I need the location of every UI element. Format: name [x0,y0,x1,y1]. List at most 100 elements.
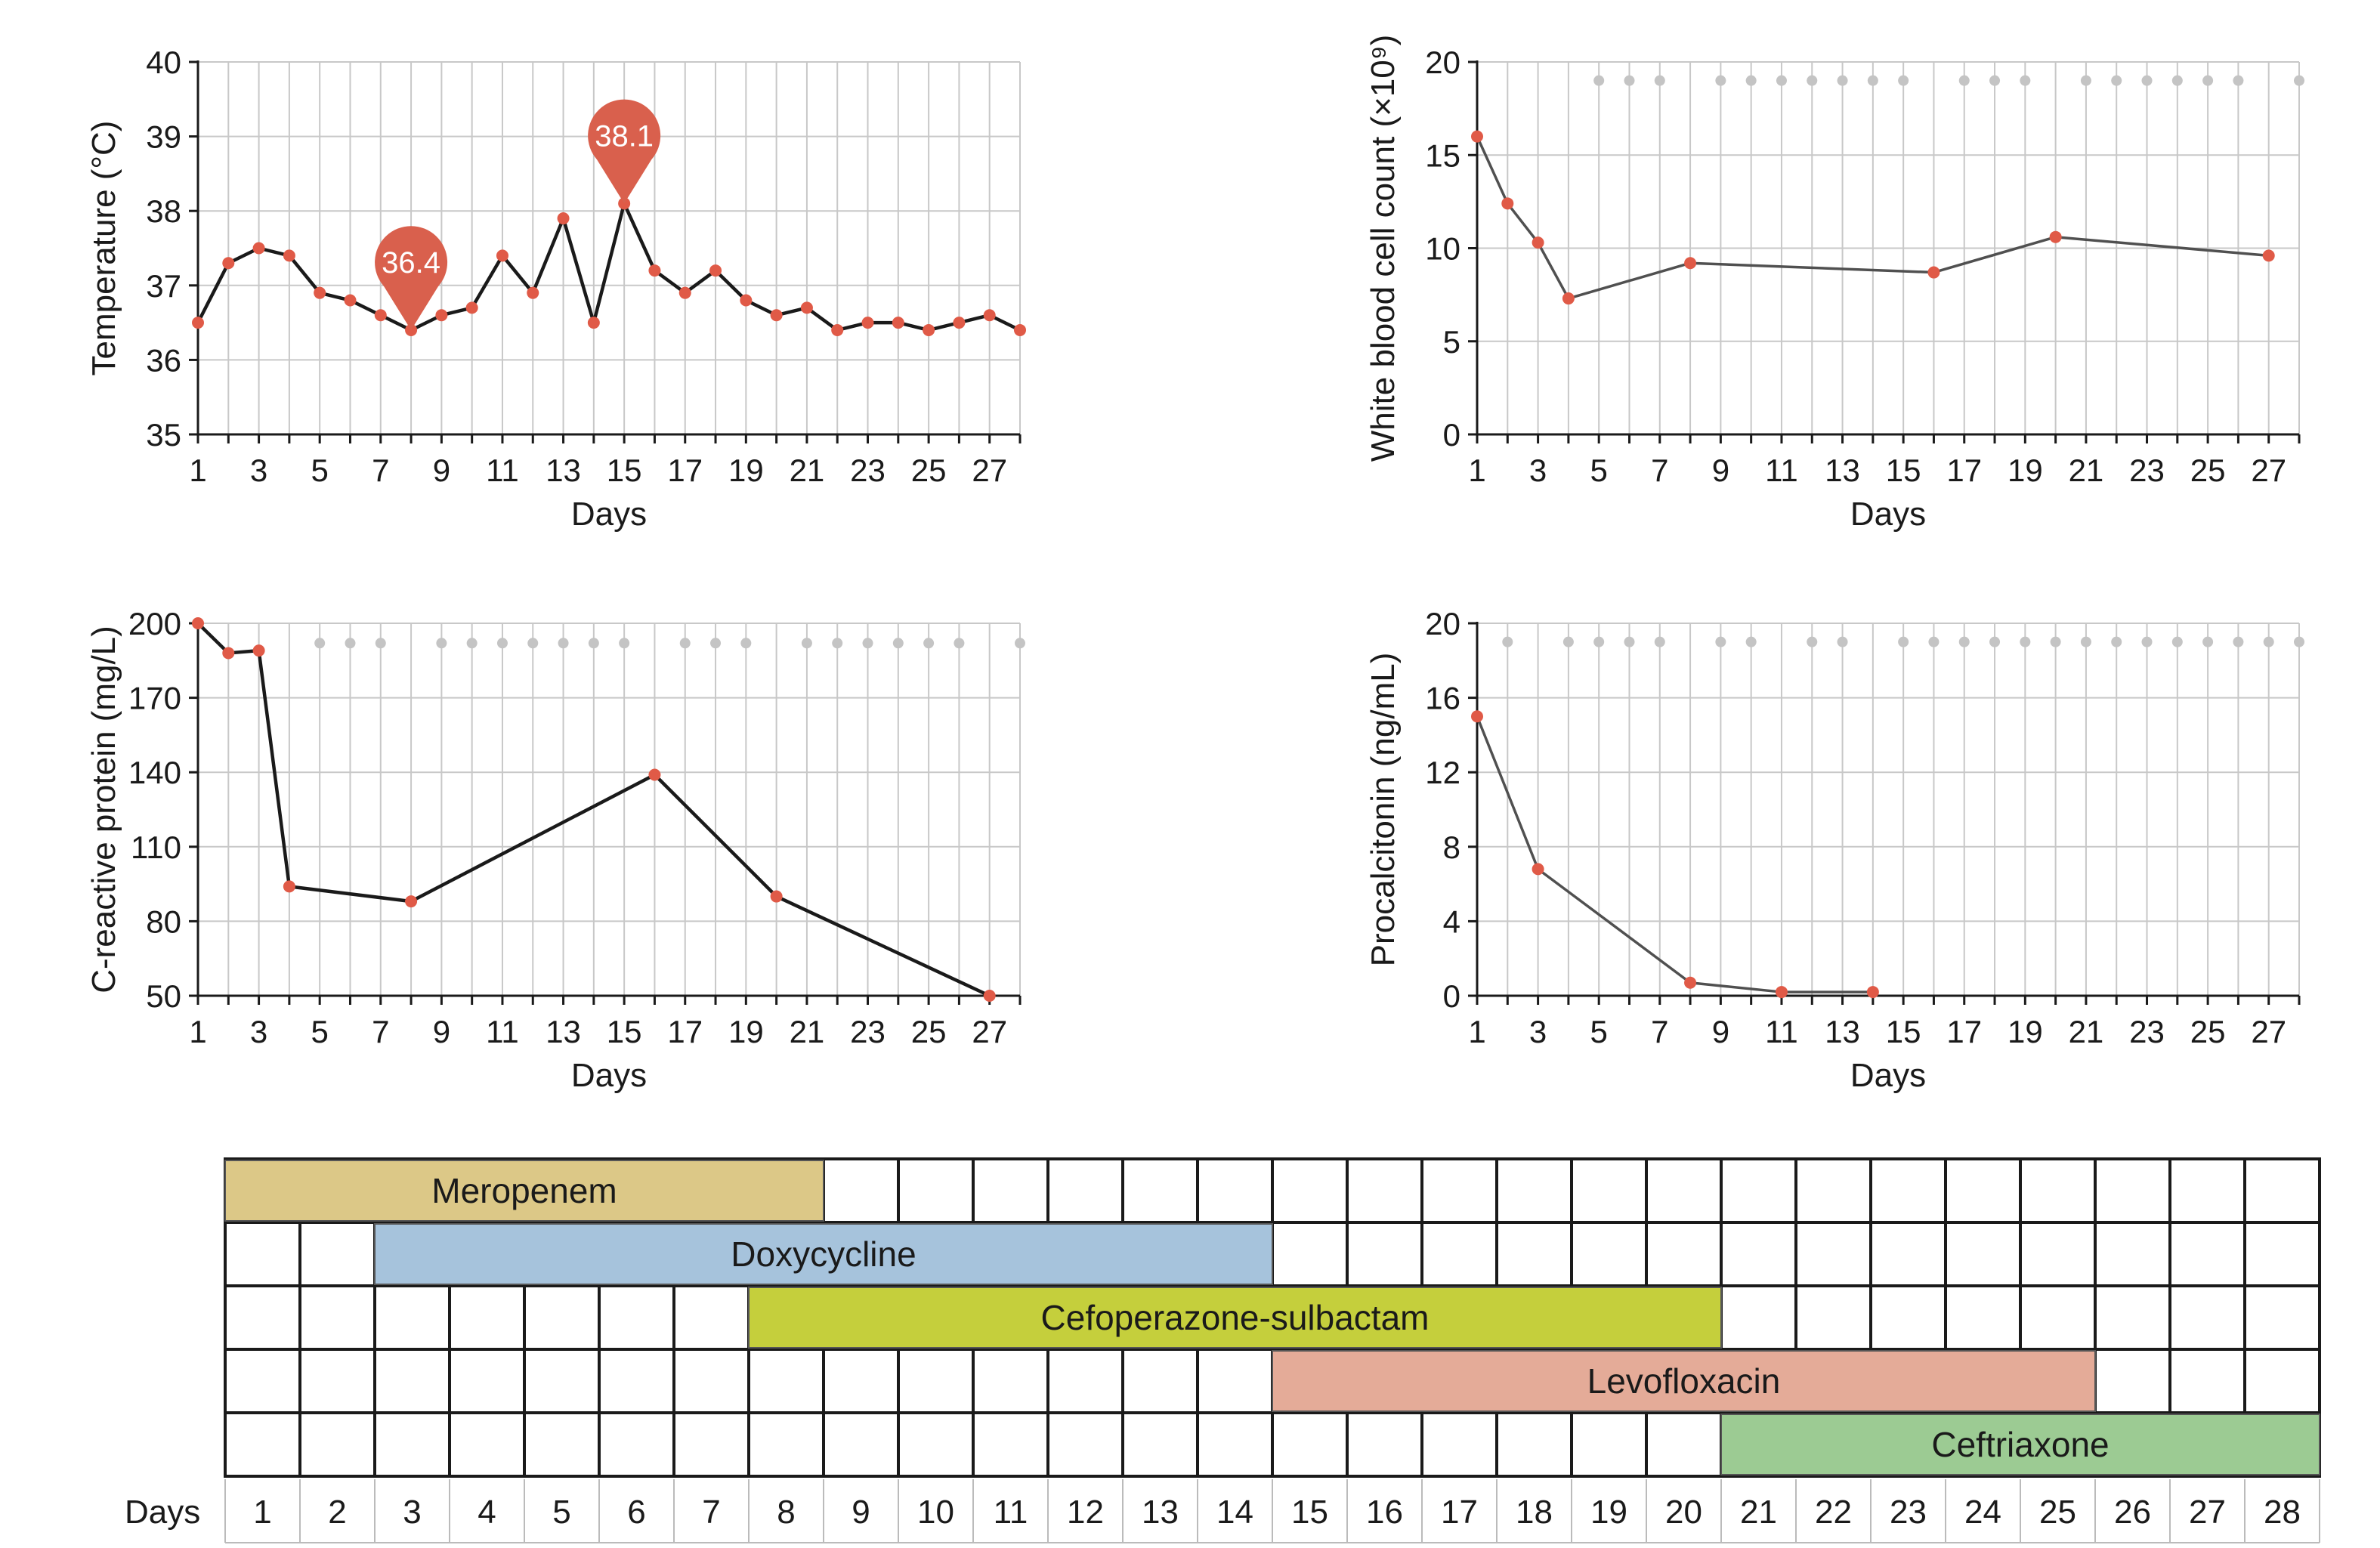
y-axis-label: Procalcitonin (ng/mL) [1365,653,1402,967]
drug-bar [224,1160,824,1222]
timeline-cell [1121,1348,1199,1414]
drug-name: Doxycycline [731,1234,916,1274]
gray-day-marker [1898,75,1909,86]
y-tick-label: 110 [131,830,181,865]
timeline-cell [2094,1284,2171,1351]
x-tick-label: 7 [1651,453,1668,488]
day-number: 26 [2114,1494,2151,1531]
drug-name: Meropenem [431,1171,617,1210]
x-tick-label: 7 [372,1014,389,1049]
timeline-cell [747,1411,825,1478]
y-tick-label: 37 [146,268,181,304]
timeline-cell [747,1348,825,1414]
timeline-cell [298,1348,376,1414]
day-number: 6 [627,1494,645,1531]
timeline-cell [972,1411,1049,1478]
timeline-cell [448,1411,526,1478]
timeline-cell [1794,1284,1872,1351]
data-point [192,317,204,329]
day-number: 10 [917,1494,954,1531]
timeline-cell [897,1411,975,1478]
data-point [709,264,722,277]
gray-day-marker [436,638,447,649]
x-tick-label: 23 [850,1014,886,1049]
data-point [861,317,874,329]
x-tick-label: 11 [1765,453,1798,488]
timeline-cell [1196,1157,1274,1224]
gray-day-marker [588,638,599,649]
timeline-cell [822,1411,900,1478]
timeline-cell [523,1411,601,1478]
data-point [527,286,539,299]
gray-day-marker [862,638,873,649]
series-line [1476,135,2269,300]
callout-label: 38.1 [595,119,654,153]
gray-day-marker [1837,75,1848,86]
timeline-cell [672,1348,750,1414]
gray-day-marker [1624,75,1635,86]
drug-bar [1272,1350,2096,1412]
x-tick-label: 15 [607,453,642,488]
data-point [983,309,996,322]
timeline-cell [373,1348,451,1414]
x-tick-label: 9 [1712,1014,1729,1049]
gray-day-marker [954,638,965,649]
data-point [1014,323,1026,336]
day-number: 7 [702,1494,720,1531]
data-point [314,286,326,299]
data-point [770,309,783,322]
day-number: 13 [1142,1494,1179,1531]
timeline-cell [1346,1411,1423,1478]
series-line [1476,715,1873,993]
timeline-cell [224,1284,301,1351]
timeline-cell [373,1411,451,1478]
gray-day-marker [1654,636,1665,647]
data-point [344,294,357,307]
timeline-cell [1046,1348,1124,1414]
x-tick-label: 21 [2069,453,2104,488]
y-axis-label: C-reactive protein (mg/L) [85,626,122,993]
x-tick-label: 1 [1468,453,1485,488]
timeline-cell [1794,1157,1872,1224]
gray-day-marker [832,638,843,649]
gray-day-marker [619,638,630,649]
x-tick-label: 19 [728,453,764,488]
data-point [496,249,508,262]
gray-day-marker [496,638,508,649]
gray-day-marker [2202,636,2214,647]
timeline-grid: Meropenem Doxycycline Cefoperazone-sulbact… [125,1157,2321,1543]
gray-day-marker [1502,636,1513,647]
timeline-cell [1645,1411,1723,1478]
x-tick-label: 27 [972,1014,1007,1049]
gray-day-marker [375,638,386,649]
x-tick-label: 1 [1468,1014,1485,1049]
y-tick-label: 38 [146,193,181,229]
y-tick-label: 39 [146,119,181,155]
timeline-cell [298,1221,376,1287]
x-tick-label: 17 [667,1014,703,1049]
gray-day-marker [1624,636,1635,647]
gray-day-marker [1562,636,1574,647]
gray-day-marker [314,638,326,649]
y-tick-label: 20 [1425,45,1460,80]
gray-day-marker [1807,75,1818,86]
timeline-cell [2243,1221,2321,1287]
data-point [1684,257,1697,270]
data-point [800,301,813,314]
data-point [1562,292,1575,305]
gray-day-marker [740,638,752,649]
timeline-cell [1420,1221,1498,1287]
data-point [374,309,387,322]
timeline-cell [1495,1411,1573,1478]
day-number: 19 [1590,1494,1627,1531]
x-tick-label: 27 [2251,1014,2286,1049]
data-point [831,323,844,336]
timeline-cell [2243,1157,2321,1224]
timeline-cell [1720,1284,1797,1351]
timeline-cell [1495,1157,1573,1224]
gray-day-marker [2020,636,2031,647]
timeline-cell [1645,1221,1723,1287]
timeline-cell [448,1284,526,1351]
gray-day-marker [2294,636,2304,647]
